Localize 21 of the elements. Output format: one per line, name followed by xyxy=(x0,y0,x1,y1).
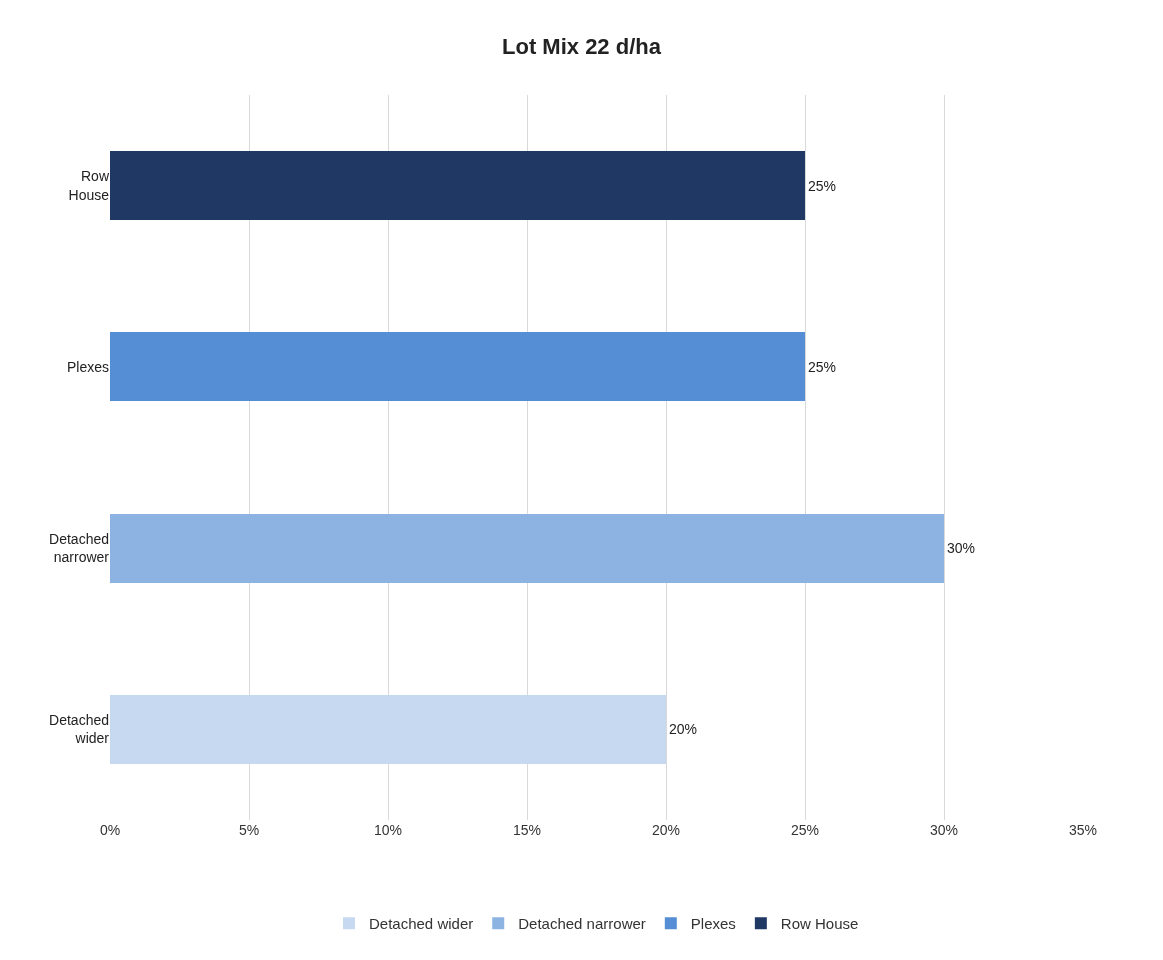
y-tick-label: Detached narrower xyxy=(49,530,110,566)
y-tick-label: Detached wider xyxy=(49,712,110,747)
x-tick-label: 30% xyxy=(929,822,959,838)
x-tick-label: 15% xyxy=(512,822,542,838)
data-label: 25% xyxy=(808,358,837,375)
legend-label: Plexes xyxy=(690,915,736,933)
chart-title: Lot Mix 22 d/ha xyxy=(502,33,662,59)
x-tick-label: 20% xyxy=(651,822,681,838)
x-tick-label: 25% xyxy=(790,822,820,838)
legend-label: Row House xyxy=(780,915,859,933)
y-tick-label: Plexes xyxy=(66,358,109,375)
data-label: 25% xyxy=(808,177,837,194)
legend-label: Detached wider xyxy=(369,915,474,933)
data-label: 20% xyxy=(669,721,698,738)
legend-label: Detached narrower xyxy=(518,915,646,933)
x-tick-label: 35% xyxy=(1068,822,1098,838)
x-tick-label: 0% xyxy=(99,822,121,838)
y-tick-label: Row House xyxy=(68,168,110,203)
data-label: 30% xyxy=(947,540,976,557)
x-tick-label: 10% xyxy=(373,822,403,838)
x-tick-label: 5% xyxy=(238,822,260,838)
